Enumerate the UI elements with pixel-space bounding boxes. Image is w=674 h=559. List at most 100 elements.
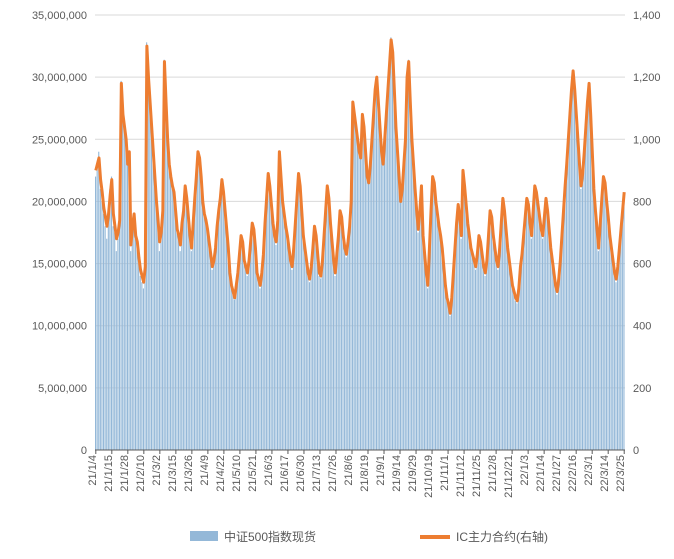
x-tick-label: 21/6/17	[279, 455, 291, 492]
bar	[113, 226, 114, 450]
x-tick-label: 21/4/22	[215, 455, 227, 492]
bar	[200, 177, 201, 450]
bar	[280, 177, 281, 450]
bar	[422, 239, 423, 450]
bar	[536, 195, 537, 450]
bar	[277, 226, 278, 450]
bar	[483, 270, 484, 450]
bar	[124, 127, 125, 450]
bar	[524, 220, 525, 450]
right-tick-label: 200	[633, 383, 651, 395]
x-tick-label: 21/5/21	[247, 455, 259, 492]
x-tick-label: 21/6/3	[263, 455, 275, 486]
bar	[231, 288, 232, 450]
bar	[156, 201, 157, 450]
bar	[472, 257, 473, 450]
bar	[508, 264, 509, 450]
bar	[138, 264, 139, 450]
x-tick-label: 22/1/14	[535, 455, 547, 492]
bar	[619, 251, 620, 450]
bar	[540, 233, 541, 451]
bar	[499, 251, 500, 450]
chart-container: 05,000,00010,000,00015,000,00020,000,000…	[0, 0, 674, 559]
bar	[295, 226, 296, 450]
bar	[435, 201, 436, 450]
bar	[210, 257, 211, 450]
bar	[378, 102, 379, 450]
bar	[248, 264, 249, 450]
bar	[328, 201, 329, 450]
right-tick-label: 1,400	[633, 10, 661, 22]
bar	[496, 264, 497, 450]
bar	[119, 226, 120, 450]
bar	[532, 214, 533, 450]
bar	[590, 114, 591, 450]
bar	[130, 251, 131, 450]
bar	[464, 189, 465, 450]
bar	[133, 214, 134, 450]
bar	[481, 257, 482, 450]
bar	[178, 239, 179, 450]
bar	[449, 316, 450, 450]
bar	[330, 226, 331, 450]
bar	[529, 226, 530, 450]
bar	[287, 239, 288, 450]
bar	[583, 152, 584, 450]
x-tick-label: 21/8/19	[359, 455, 371, 492]
bar	[569, 114, 570, 450]
bar	[235, 288, 236, 450]
bar	[390, 37, 391, 450]
bar	[176, 233, 177, 451]
x-tick-label: 21/10/19	[423, 455, 435, 498]
bar	[357, 139, 358, 450]
bar	[98, 152, 99, 450]
right-tick-label: 800	[633, 196, 651, 208]
right-tick-label: 1,000	[633, 134, 661, 146]
bar	[534, 189, 535, 450]
bar	[325, 214, 326, 450]
bar	[213, 264, 214, 450]
bar	[170, 177, 171, 450]
bar	[611, 251, 612, 450]
bar	[194, 201, 195, 450]
bar	[105, 226, 106, 450]
bar	[607, 220, 608, 450]
bar	[137, 245, 138, 450]
bar	[314, 226, 315, 450]
bar	[465, 208, 466, 450]
bar	[143, 288, 144, 450]
x-tick-label: 21/12/21	[503, 455, 515, 498]
bar	[427, 288, 428, 450]
bar	[531, 239, 532, 450]
bar	[473, 264, 474, 450]
bar	[413, 164, 414, 450]
bar	[148, 77, 149, 450]
bar	[159, 251, 160, 450]
bar	[272, 226, 273, 450]
bar	[197, 152, 198, 450]
bar	[221, 183, 222, 450]
x-tick-label: 21/8/6	[343, 455, 355, 486]
bar	[237, 276, 238, 450]
bar	[196, 177, 197, 450]
bar	[312, 251, 313, 450]
bar	[116, 251, 117, 450]
bar	[258, 282, 259, 450]
bar	[341, 220, 342, 450]
bar	[132, 226, 133, 450]
bar	[167, 139, 168, 450]
bar	[181, 226, 182, 450]
legend-label: IC主力合约(右轴)	[456, 529, 548, 544]
bar	[108, 214, 109, 450]
bar	[127, 164, 128, 450]
bar	[303, 239, 304, 450]
right-tick-label: 600	[633, 259, 651, 271]
bar	[250, 245, 251, 450]
bar	[438, 226, 439, 450]
bar	[266, 201, 267, 450]
bar	[100, 189, 101, 450]
bar	[392, 52, 393, 450]
bar	[493, 239, 494, 450]
bar	[425, 276, 426, 450]
bar	[572, 71, 573, 450]
